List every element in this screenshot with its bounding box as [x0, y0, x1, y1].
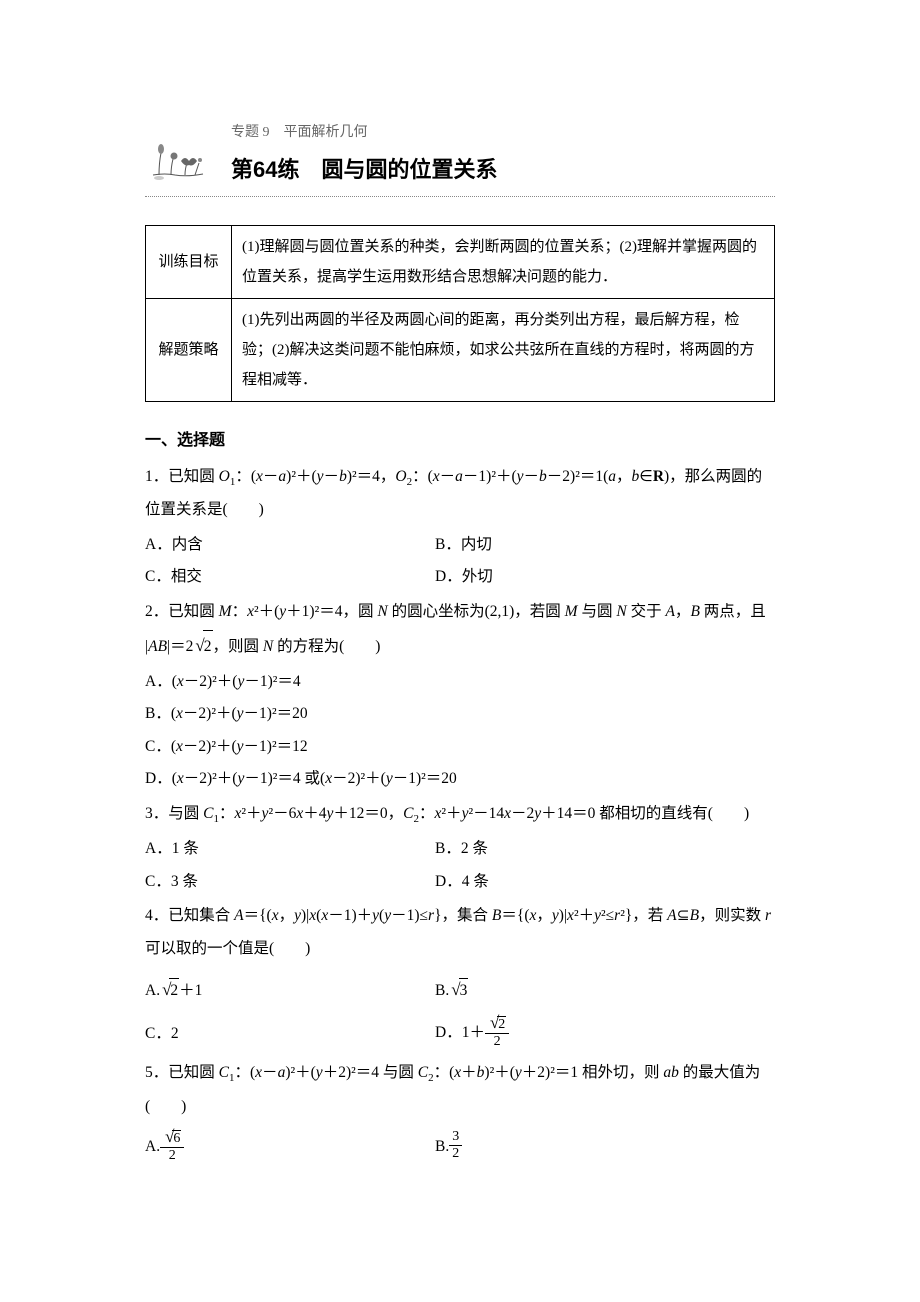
q2-optC: C．(x－2)²＋(y－1)²＝12	[145, 731, 775, 764]
q1-optD: D．外切	[435, 561, 775, 594]
question-5: 5．已知圆 C1：(x－a)²＋(y＋2)²＝4 与圆 C2：(x＋b)²＋(y…	[145, 1057, 775, 1169]
q3-options-row1: A．1 条 B．2 条	[145, 833, 775, 866]
q4-optB: B.3	[435, 977, 775, 1003]
section-heading: 一、选择题	[145, 426, 775, 456]
table-row: 训练目标 (1)理解圆与圆位置关系的种类，会判断两圆的位置关系；(2)理解并掌握…	[146, 226, 775, 299]
q3-optB: B．2 条	[435, 833, 775, 866]
lesson-header: 专题 9 平面解析几何 第64练 圆与圆的位置关系	[145, 120, 775, 197]
fraction: 62	[160, 1127, 184, 1164]
sqrt-icon: 2	[160, 977, 179, 1003]
question-4: 4．已知集合 A＝{(x，y)|x(x－1)＋y(y－1)≤r}，集合 B＝{(…	[145, 900, 775, 1055]
training-goal-content: (1)理解圆与圆位置关系的种类，会判断两圆的位置关系；(2)理解并掌握两圆的位置…	[232, 226, 775, 299]
q2-optD: D．(x－2)²＋(y－1)²＝4 或(x－2)²＋(y－1)²＝20	[145, 763, 775, 796]
q2-stem: 2．已知圆 M：x²＋(y＋1)²＝4，圆 N 的圆心坐标为(2,1)，若圆 M…	[145, 596, 775, 664]
fraction: 22	[485, 1013, 509, 1050]
q4-optA: A.2＋1	[145, 977, 435, 1003]
training-goal-label: 训练目标	[146, 226, 232, 299]
question-3: 3．与圆 C1：x²＋y²－6x＋4y＋12＝0，C2：x²＋y²－14x－2y…	[145, 798, 775, 898]
q4-options-row2: C．2 D．1＋22	[145, 1011, 775, 1055]
q1-stem: 1．已知圆 O1：(x－a)²＋(y－b)²＝4，O2：(x－a－1)²＋(y－…	[145, 461, 775, 527]
sqrt-icon: 2	[488, 1013, 506, 1033]
fraction: 32	[449, 1129, 462, 1162]
sqrt-icon: 6	[163, 1127, 181, 1147]
sqrt-icon: 3	[449, 977, 468, 1003]
header-text: 专题 9 平面解析几何 第64练 圆与圆的位置关系	[231, 120, 497, 190]
q5-optA: A.62	[145, 1129, 435, 1166]
q3-options-row2: C．3 条 D．4 条	[145, 866, 775, 899]
table-row: 解题策略 (1)先列出两圆的半径及两圆心间的距离，再分类列出方程，最后解方程，检…	[146, 299, 775, 402]
q5-options-row1: A.62 B.32	[145, 1125, 775, 1169]
sqrt-icon: 2	[193, 628, 212, 664]
q5-stem: 5．已知圆 C1：(x－a)²＋(y＋2)²＝4 与圆 C2：(x＋b)²＋(y…	[145, 1057, 775, 1123]
q1-optA: A．内含	[145, 529, 435, 562]
q1-optC: C．相交	[145, 561, 435, 594]
strategy-label: 解题策略	[146, 299, 232, 402]
q1-options-row2: C．相交 D．外切	[145, 561, 775, 594]
lesson-title: 第64练 圆与圆的位置关系	[231, 149, 497, 191]
q4-optC: C．2	[145, 1022, 435, 1045]
q4-stem: 4．已知集合 A＝{(x，y)|x(x－1)＋y(y－1)≤r}，集合 B＝{(…	[145, 900, 775, 965]
q4-optD: D．1＋22	[435, 1015, 775, 1052]
q1-optB: B．内切	[435, 529, 775, 562]
question-1: 1．已知圆 O1：(x－a)²＋(y－b)²＝4，O2：(x－a－1)²＋(y－…	[145, 461, 775, 594]
q4-options-row1: A.2＋1 B.3	[145, 967, 775, 1011]
q2-optA: A．(x－2)²＋(y－1)²＝4	[145, 666, 775, 699]
q3-stem: 3．与圆 C1：x²＋y²－6x＋4y＋12＝0，C2：x²＋y²－14x－2y…	[145, 798, 775, 831]
question-2: 2．已知圆 M：x²＋(y＋1)²＝4，圆 N 的圆心坐标为(2,1)，若圆 M…	[145, 596, 775, 796]
q3-optC: C．3 条	[145, 866, 435, 899]
strategy-content: (1)先列出两圆的半径及两圆心间的距离，再分类列出方程，最后解方程，检验；(2)…	[232, 299, 775, 402]
q5-optB: B.32	[435, 1131, 775, 1164]
q2-optB: B．(x－2)²＋(y－1)²＝20	[145, 698, 775, 731]
topic-label: 专题 9 平面解析几何	[231, 120, 497, 147]
q3-optD: D．4 条	[435, 866, 775, 899]
q3-optA: A．1 条	[145, 833, 435, 866]
q1-options-row1: A．内含 B．内切	[145, 529, 775, 562]
info-table: 训练目标 (1)理解圆与圆位置关系的种类，会判断两圆的位置关系；(2)理解并掌握…	[145, 225, 775, 402]
lotus-icon	[145, 125, 213, 185]
